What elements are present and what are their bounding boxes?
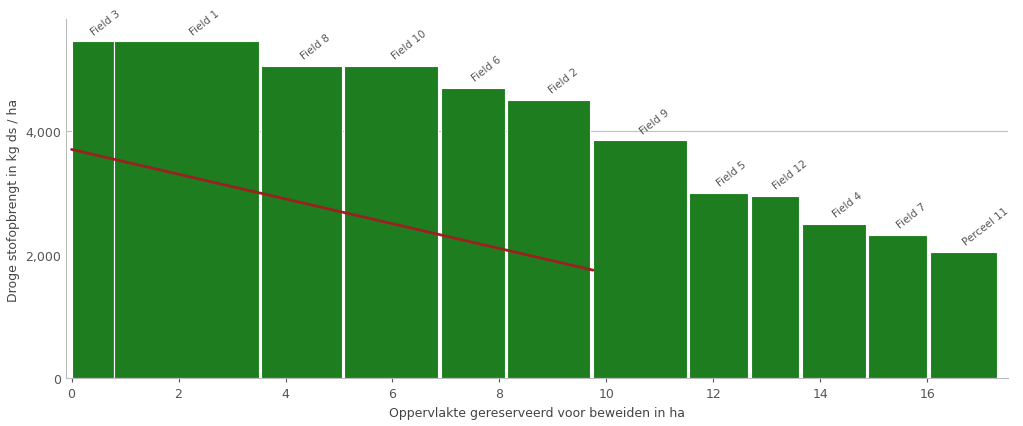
Bar <box>593 141 686 379</box>
Bar <box>930 252 996 379</box>
Bar <box>441 88 504 379</box>
Bar <box>507 101 590 379</box>
Text: Field 7: Field 7 <box>895 201 928 230</box>
Text: Field 4: Field 4 <box>831 190 863 219</box>
Text: Field 1: Field 1 <box>187 9 221 37</box>
X-axis label: Oppervlakte gereserveerd voor beweiden in ha: Oppervlakte gereserveerd voor beweiden i… <box>389 406 684 419</box>
Bar <box>262 67 342 379</box>
Bar <box>869 235 927 379</box>
Text: Field 9: Field 9 <box>638 107 671 136</box>
Text: Field 2: Field 2 <box>547 67 580 96</box>
Bar <box>345 67 438 379</box>
Bar <box>690 193 748 379</box>
Text: Field 5: Field 5 <box>715 160 749 188</box>
Bar <box>802 224 865 379</box>
Text: Perceel 11: Perceel 11 <box>961 206 1010 247</box>
Bar <box>751 196 799 379</box>
Bar <box>115 42 259 379</box>
Y-axis label: Droge stofopbrengt in kg ds / ha: Droge stofopbrengt in kg ds / ha <box>7 98 19 301</box>
Text: Field 8: Field 8 <box>300 33 332 62</box>
Text: Field 3: Field 3 <box>89 9 122 37</box>
Bar <box>72 42 115 379</box>
Text: Field 10: Field 10 <box>390 29 428 62</box>
Text: Field 12: Field 12 <box>771 158 809 191</box>
Text: Field 6: Field 6 <box>470 55 502 83</box>
